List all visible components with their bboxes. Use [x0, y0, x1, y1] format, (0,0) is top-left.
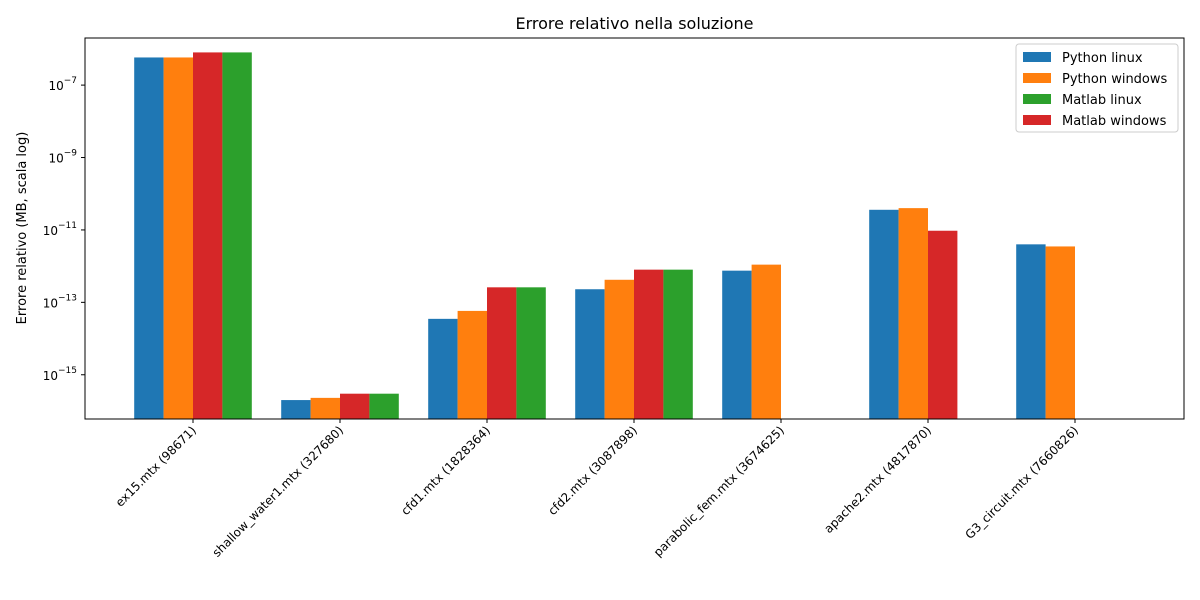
- legend-box: [1015, 43, 1179, 133]
- bar: [751, 264, 781, 419]
- bar: [898, 208, 928, 419]
- bar: [604, 279, 634, 419]
- bar: [369, 393, 399, 419]
- plot-frame: [84, 37, 1185, 420]
- bar: [722, 270, 752, 419]
- y-tick-label: 10−11: [43, 221, 77, 238]
- bar: [663, 269, 693, 419]
- y-tick-label: 10−15: [43, 366, 77, 383]
- legend-swatch: [1023, 73, 1051, 83]
- legend-entry: Python linux: [1062, 51, 1143, 66]
- bar: [487, 287, 517, 419]
- chart-title: Errore relativo nella soluzione: [515, 14, 753, 33]
- bar: [222, 52, 252, 419]
- y-tick-label: 10−9: [48, 149, 77, 166]
- y-tick-label: 10−13: [43, 293, 77, 310]
- bar: [340, 393, 370, 419]
- bar: [163, 57, 193, 420]
- bar: [928, 230, 958, 419]
- legend-swatch: [1023, 52, 1051, 62]
- bars-group: [134, 52, 1075, 420]
- bar: [516, 287, 546, 419]
- bar: [310, 397, 340, 419]
- legend-entry: Matlab windows: [1062, 114, 1167, 129]
- legend-swatch: [1023, 115, 1051, 125]
- bar: [428, 318, 458, 419]
- bar: [1045, 246, 1075, 419]
- bar: [575, 289, 605, 419]
- legend: Python linux Python windows Matlab linux Ma…: [1015, 43, 1179, 133]
- bar: [281, 400, 311, 419]
- bar: [193, 52, 223, 419]
- legend-entry: Python windows: [1062, 72, 1168, 87]
- bar: [457, 310, 487, 419]
- bar: [1016, 244, 1046, 419]
- y-axis: 10−15 10−13 10−11 10−9 10−7: [43, 76, 85, 383]
- legend-entry: Matlab linux: [1062, 93, 1142, 108]
- y-axis-label: Errore relativo (MB, scala log): [15, 132, 30, 325]
- bar: [869, 209, 899, 419]
- legend-swatch: [1023, 94, 1051, 104]
- bar: [134, 57, 164, 420]
- bar: [634, 269, 664, 419]
- y-tick-label: 10−7: [48, 76, 77, 93]
